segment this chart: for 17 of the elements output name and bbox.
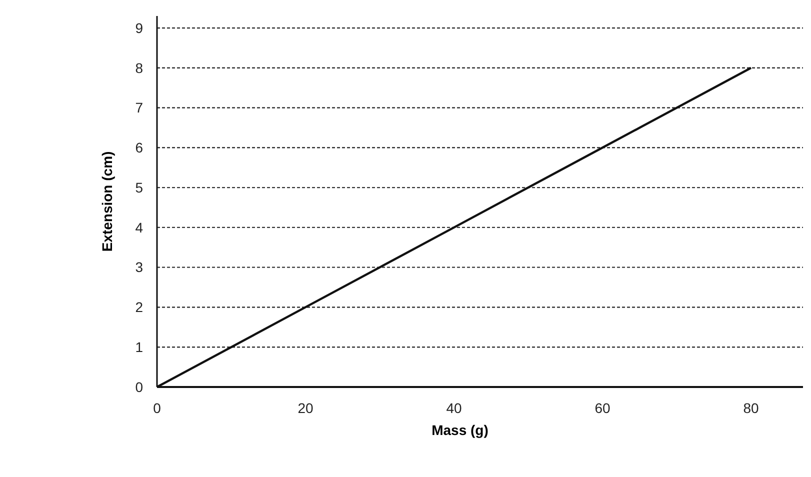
x-tick-label: 20 [298,400,314,416]
x-tick-label: 0 [153,400,162,416]
y-tick-label: 0 [135,378,144,395]
x-tick-label: 40 [446,400,462,416]
y-tick-label: 6 [135,140,144,156]
y-tick-label: 3 [135,259,144,276]
x-tick-label: 60 [594,400,611,416]
x-tick-label: 80 [743,400,760,416]
y-tick-label: 9 [135,20,144,36]
y-tick-label: 7 [135,100,144,116]
y-tick-label: 2 [135,299,144,316]
y-tick-label: 5 [135,179,144,196]
y-tick-label: 4 [135,219,144,236]
x-axis-title: Mass (g) [432,422,488,438]
y-tick-label: 8 [135,60,144,76]
y-tick-label: 1 [135,339,144,356]
y-axis-title: Extension (cm) [99,151,115,252]
